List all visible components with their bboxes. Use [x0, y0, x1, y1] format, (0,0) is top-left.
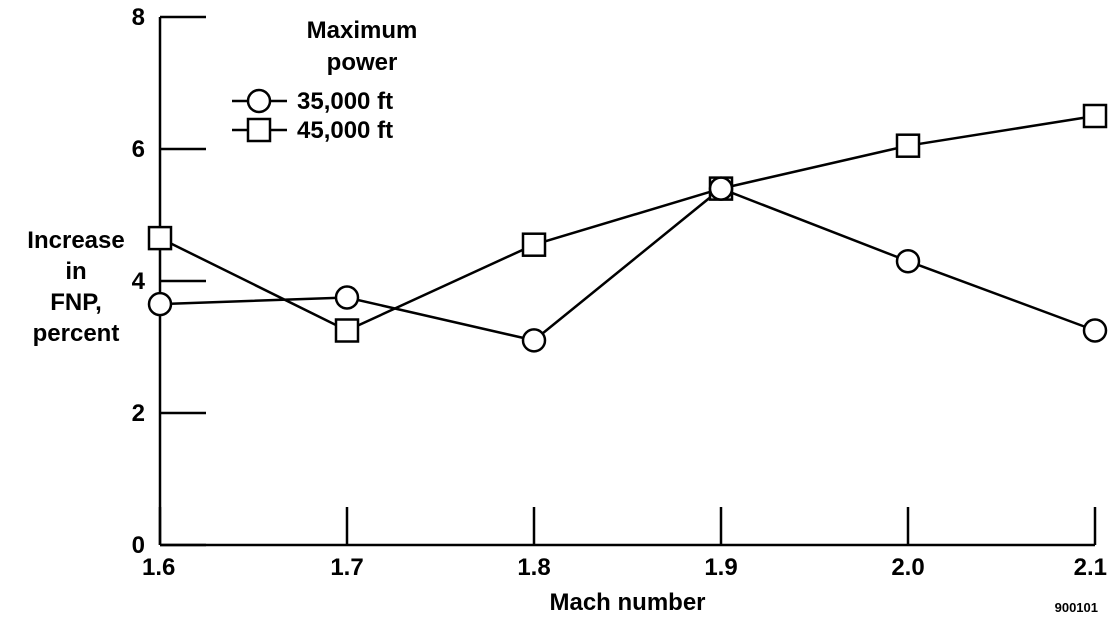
x-tick-label: 2.1: [1074, 554, 1107, 581]
ticks: [158, 15, 1097, 547]
y-axis-label-line: Increase: [27, 227, 124, 254]
legend-title-line: Maximum: [307, 17, 418, 44]
data-point-35000ft: [1082, 318, 1108, 343]
data-point-35000ft: [895, 248, 921, 274]
data-point-45000ft: [147, 225, 173, 251]
x-tick-label: 1.8: [517, 554, 550, 581]
legend-entry-label: 45,000 ft: [297, 117, 393, 144]
y-tick-label: 2: [132, 400, 145, 427]
y-tick-label: 6: [132, 136, 145, 163]
labels: 0 2 4 6 8 1.6 1.7 1.8 1.9 2.0 2.1 Mach number Increa…: [27, 4, 1107, 616]
series-line-45000ft: [159, 114, 1096, 332]
legend-marker: [246, 88, 272, 114]
x-tick-label: 1.7: [330, 554, 363, 581]
series-line-35000ft: [159, 187, 1096, 342]
x-tick-label: 2.0: [891, 554, 924, 581]
data-point-45000ft: [521, 232, 547, 257]
x-tick-label: 1.9: [704, 554, 737, 581]
data-point-45000ft: [895, 133, 921, 158]
y-axis-label-line: FNP,: [50, 289, 102, 316]
y-tick-label: 8: [132, 4, 145, 31]
figure-id: 900101: [1055, 600, 1098, 615]
legend-marker: [246, 117, 272, 143]
data-point-35000ft: [521, 328, 547, 353]
y-axis-label-line: in: [65, 258, 86, 285]
legend-entry-label: 35,000 ft: [297, 88, 393, 115]
data-point-45000ft: [334, 318, 360, 343]
data-point-35000ft: [147, 291, 173, 317]
x-tick-label: 1.6: [142, 554, 175, 581]
y-tick-label: 4: [132, 268, 146, 295]
data-point-35000ft: [708, 176, 734, 201]
y-axis-label-line: percent: [33, 320, 120, 347]
x-axis-label: Mach number: [549, 589, 705, 616]
series-layer: [147, 103, 1108, 353]
legend-title-line: power: [327, 49, 398, 76]
y-tick-label: 0: [132, 532, 145, 559]
data-point-35000ft: [334, 285, 360, 310]
data-point-45000ft: [1082, 103, 1108, 129]
